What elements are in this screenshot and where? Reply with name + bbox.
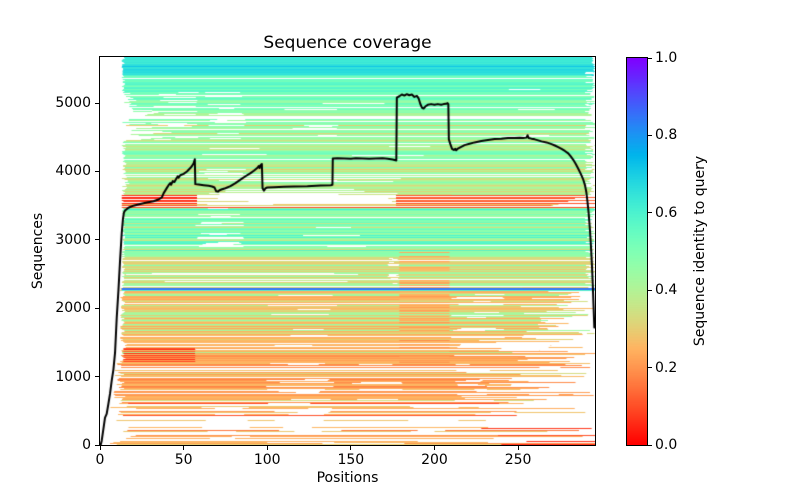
colorbar-tick-label: 0.2: [655, 359, 678, 376]
x-tick-label: 250: [504, 452, 532, 468]
x-tick-mark: [266, 446, 268, 450]
y-tick-mark: [95, 307, 99, 309]
y-tick-label: 2000: [55, 300, 91, 317]
x-tick-label: 150: [337, 452, 365, 468]
y-tick-mark: [95, 376, 99, 378]
chart-title: Sequence coverage: [263, 33, 432, 53]
colorbar-gradient-canvas: [627, 58, 647, 445]
colorbar-label: Sequence identity to query: [692, 155, 708, 347]
x-tick-label: 100: [253, 452, 281, 468]
y-tick-label: 1000: [55, 368, 91, 385]
colorbar-tick-label: 1.0: [655, 50, 678, 66]
y-tick-mark: [95, 239, 99, 241]
x-tick-mark: [433, 446, 435, 450]
y-tick-label: 0: [82, 437, 91, 453]
colorbar-tick-mark: [648, 444, 652, 446]
y-tick-label: 4000: [55, 163, 91, 180]
x-axis-label: Positions: [316, 470, 379, 486]
y-tick-mark: [95, 444, 99, 446]
x-tick-mark: [99, 446, 101, 450]
msa-heatmap-canvas: [100, 57, 595, 445]
x-tick-mark: [183, 446, 185, 450]
colorbar-tick-mark: [648, 134, 652, 136]
y-tick-label: 5000: [55, 95, 91, 112]
colorbar-tick-mark: [648, 212, 652, 214]
x-tick-label: 200: [421, 452, 448, 468]
colorbar-tick-label: 0.8: [655, 127, 678, 144]
colorbar-tick-label: 0.4: [655, 282, 678, 299]
colorbar-tick-label: 0.0: [655, 437, 678, 453]
y-axis-label: Sequences: [30, 212, 46, 290]
colorbar-tick-mark: [648, 367, 652, 369]
colorbar: [626, 57, 648, 446]
y-tick-mark: [95, 170, 99, 172]
x-tick-mark: [517, 446, 519, 450]
x-tick-label: 50: [174, 452, 193, 468]
x-tick-mark: [350, 446, 352, 450]
colorbar-tick-mark: [648, 289, 652, 291]
colorbar-tick-label: 0.6: [655, 204, 678, 221]
colorbar-tick-mark: [648, 57, 652, 59]
plot-area: [99, 56, 596, 446]
y-tick-label: 3000: [55, 231, 91, 248]
y-tick-mark: [95, 102, 99, 104]
x-tick-label: 0: [95, 452, 105, 468]
